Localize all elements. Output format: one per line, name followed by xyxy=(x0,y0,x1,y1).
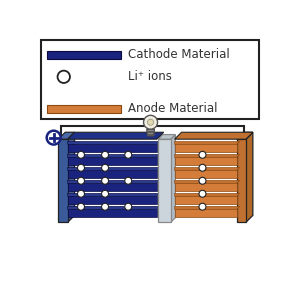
Polygon shape xyxy=(68,167,160,170)
Bar xyxy=(175,158,236,165)
Circle shape xyxy=(199,177,206,184)
Polygon shape xyxy=(147,129,154,136)
Bar xyxy=(68,196,157,204)
Polygon shape xyxy=(175,180,240,183)
Circle shape xyxy=(57,70,70,83)
Polygon shape xyxy=(68,154,160,158)
Polygon shape xyxy=(58,132,75,139)
Circle shape xyxy=(125,177,132,184)
Circle shape xyxy=(144,115,158,129)
Circle shape xyxy=(199,203,206,210)
Circle shape xyxy=(199,164,206,171)
Circle shape xyxy=(78,203,84,210)
Polygon shape xyxy=(175,141,240,145)
Bar xyxy=(175,145,236,152)
Polygon shape xyxy=(236,132,253,139)
Bar xyxy=(68,183,157,191)
Bar xyxy=(158,139,171,222)
Polygon shape xyxy=(158,135,175,139)
Text: Cathode Material: Cathode Material xyxy=(128,48,230,62)
FancyBboxPatch shape xyxy=(40,40,259,119)
Polygon shape xyxy=(175,167,240,170)
Polygon shape xyxy=(68,180,160,183)
Circle shape xyxy=(102,177,108,184)
Circle shape xyxy=(78,190,84,197)
Polygon shape xyxy=(175,132,253,139)
Polygon shape xyxy=(68,132,75,222)
Bar xyxy=(47,51,121,59)
Circle shape xyxy=(102,164,108,171)
Circle shape xyxy=(125,151,132,158)
Circle shape xyxy=(102,151,108,158)
Text: Anode Material: Anode Material xyxy=(128,102,218,115)
Polygon shape xyxy=(175,193,240,197)
Bar xyxy=(68,158,157,165)
Bar xyxy=(68,209,157,217)
Bar xyxy=(47,104,121,113)
Polygon shape xyxy=(171,135,175,222)
Polygon shape xyxy=(175,154,240,158)
Circle shape xyxy=(78,164,84,171)
Circle shape xyxy=(199,190,206,197)
Bar xyxy=(236,139,246,222)
Circle shape xyxy=(102,190,108,197)
Bar xyxy=(68,145,157,152)
Bar xyxy=(175,209,236,217)
Polygon shape xyxy=(68,132,164,139)
Circle shape xyxy=(125,203,132,210)
Polygon shape xyxy=(246,132,253,222)
Polygon shape xyxy=(175,206,240,209)
Bar xyxy=(175,183,236,191)
Bar xyxy=(58,139,68,222)
Polygon shape xyxy=(68,141,160,145)
Bar xyxy=(68,170,157,178)
Circle shape xyxy=(199,151,206,158)
Circle shape xyxy=(102,203,108,210)
Text: Li⁺ ions: Li⁺ ions xyxy=(128,70,172,83)
Circle shape xyxy=(47,131,61,145)
Circle shape xyxy=(78,151,84,158)
Polygon shape xyxy=(68,206,160,209)
Polygon shape xyxy=(68,193,160,197)
Bar xyxy=(175,196,236,204)
Circle shape xyxy=(78,177,84,184)
Bar xyxy=(175,170,236,178)
Circle shape xyxy=(147,119,154,125)
